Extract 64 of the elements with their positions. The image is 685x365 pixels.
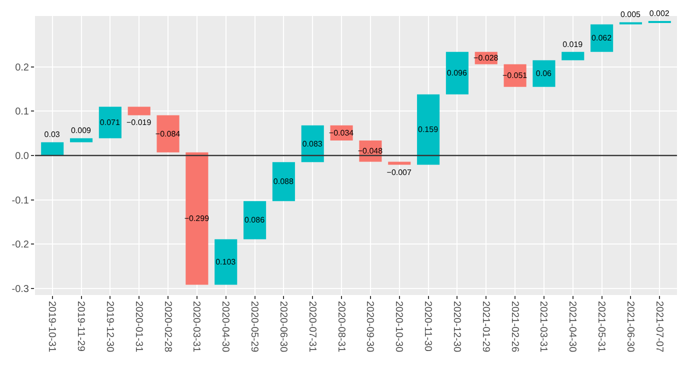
data-label: 0.005: [620, 10, 642, 20]
x-tick-label: 2021-06-30: [624, 301, 636, 353]
data-label: 0.03: [44, 130, 60, 140]
x-tick-label: 2019-12-30: [104, 301, 115, 353]
bar: [562, 52, 584, 60]
data-label: −0.028: [474, 54, 499, 63]
data-label: 0.096: [446, 68, 468, 78]
y-tick-label: 0.1: [15, 106, 30, 118]
x-tick-label: 2020-10-30: [393, 301, 404, 353]
x-tick-label: 2020-02-28: [162, 301, 173, 353]
data-label: 0.002: [649, 9, 670, 18]
bar: [417, 94, 440, 165]
x-tick-label: 2020-01-31: [132, 301, 144, 353]
data-label: 0.071: [100, 118, 120, 128]
x-tick-label: 2021-01-29: [480, 301, 491, 353]
bar: [532, 60, 556, 87]
x-tick-label: 2021-04-30: [566, 301, 578, 353]
x-tick-label: 2020-09-30: [364, 301, 376, 353]
data-label: 0.103: [216, 258, 236, 267]
x-tick-label: 2020-03-31: [190, 301, 202, 353]
data-label: 0.06: [536, 69, 552, 78]
bar: [214, 239, 238, 285]
bar: [388, 162, 411, 165]
data-label: −0.019: [126, 118, 152, 128]
bar: [41, 142, 64, 156]
bar: [156, 115, 180, 152]
data-label: 0.083: [302, 139, 323, 148]
bar: [186, 152, 208, 285]
x-tick-label: 2020-05-29: [248, 301, 260, 353]
bar: [98, 106, 122, 138]
x-tick-label: 2021-07-07: [653, 301, 664, 353]
data-label: −0.051: [502, 71, 528, 80]
data-label: −0.007: [386, 168, 412, 177]
data-label: −0.048: [358, 146, 384, 156]
y-tick-label: 0.0: [15, 151, 30, 162]
x-tick-label: 2020-08-31: [335, 301, 346, 353]
y-tick-label: -0.1: [12, 195, 30, 206]
data-label: 0.019: [562, 40, 584, 49]
bar: [128, 106, 150, 116]
x-tick-label: 2019-10-31: [46, 301, 58, 353]
x-tick-label: 2021-02-26: [508, 301, 520, 353]
data-label: 0.062: [592, 34, 612, 43]
x-tick-label: 2021-05-31: [596, 301, 607, 353]
y-tick-label: 0.2: [15, 62, 30, 74]
x-tick-label: 2019-11-29: [75, 301, 86, 352]
x-tick-label: 2020-04-30: [220, 301, 231, 353]
x-tick-label: 2020-11-30: [422, 301, 434, 352]
x-tick-label: 2020-12-30: [450, 301, 462, 353]
data-label: 0.159: [418, 125, 439, 134]
bar: [272, 162, 295, 202]
x-tick-label: 2020-06-30: [277, 301, 288, 353]
y-tick-label: -0.3: [12, 284, 30, 295]
bar: [244, 201, 266, 240]
x-tick-label: 2020-07-31: [306, 301, 318, 353]
data-label: 0.009: [70, 126, 92, 136]
data-label: 0.086: [244, 216, 266, 225]
data-label: −0.034: [328, 128, 354, 138]
data-label: 0.088: [273, 177, 294, 186]
bar: [446, 52, 468, 94]
bar: [70, 138, 93, 142]
x-tick-label: 2021-03-31: [538, 301, 549, 353]
y-tick-label: -0.2: [12, 240, 30, 251]
data-label: −0.299: [184, 214, 210, 224]
data-label: −0.084: [155, 129, 181, 138]
